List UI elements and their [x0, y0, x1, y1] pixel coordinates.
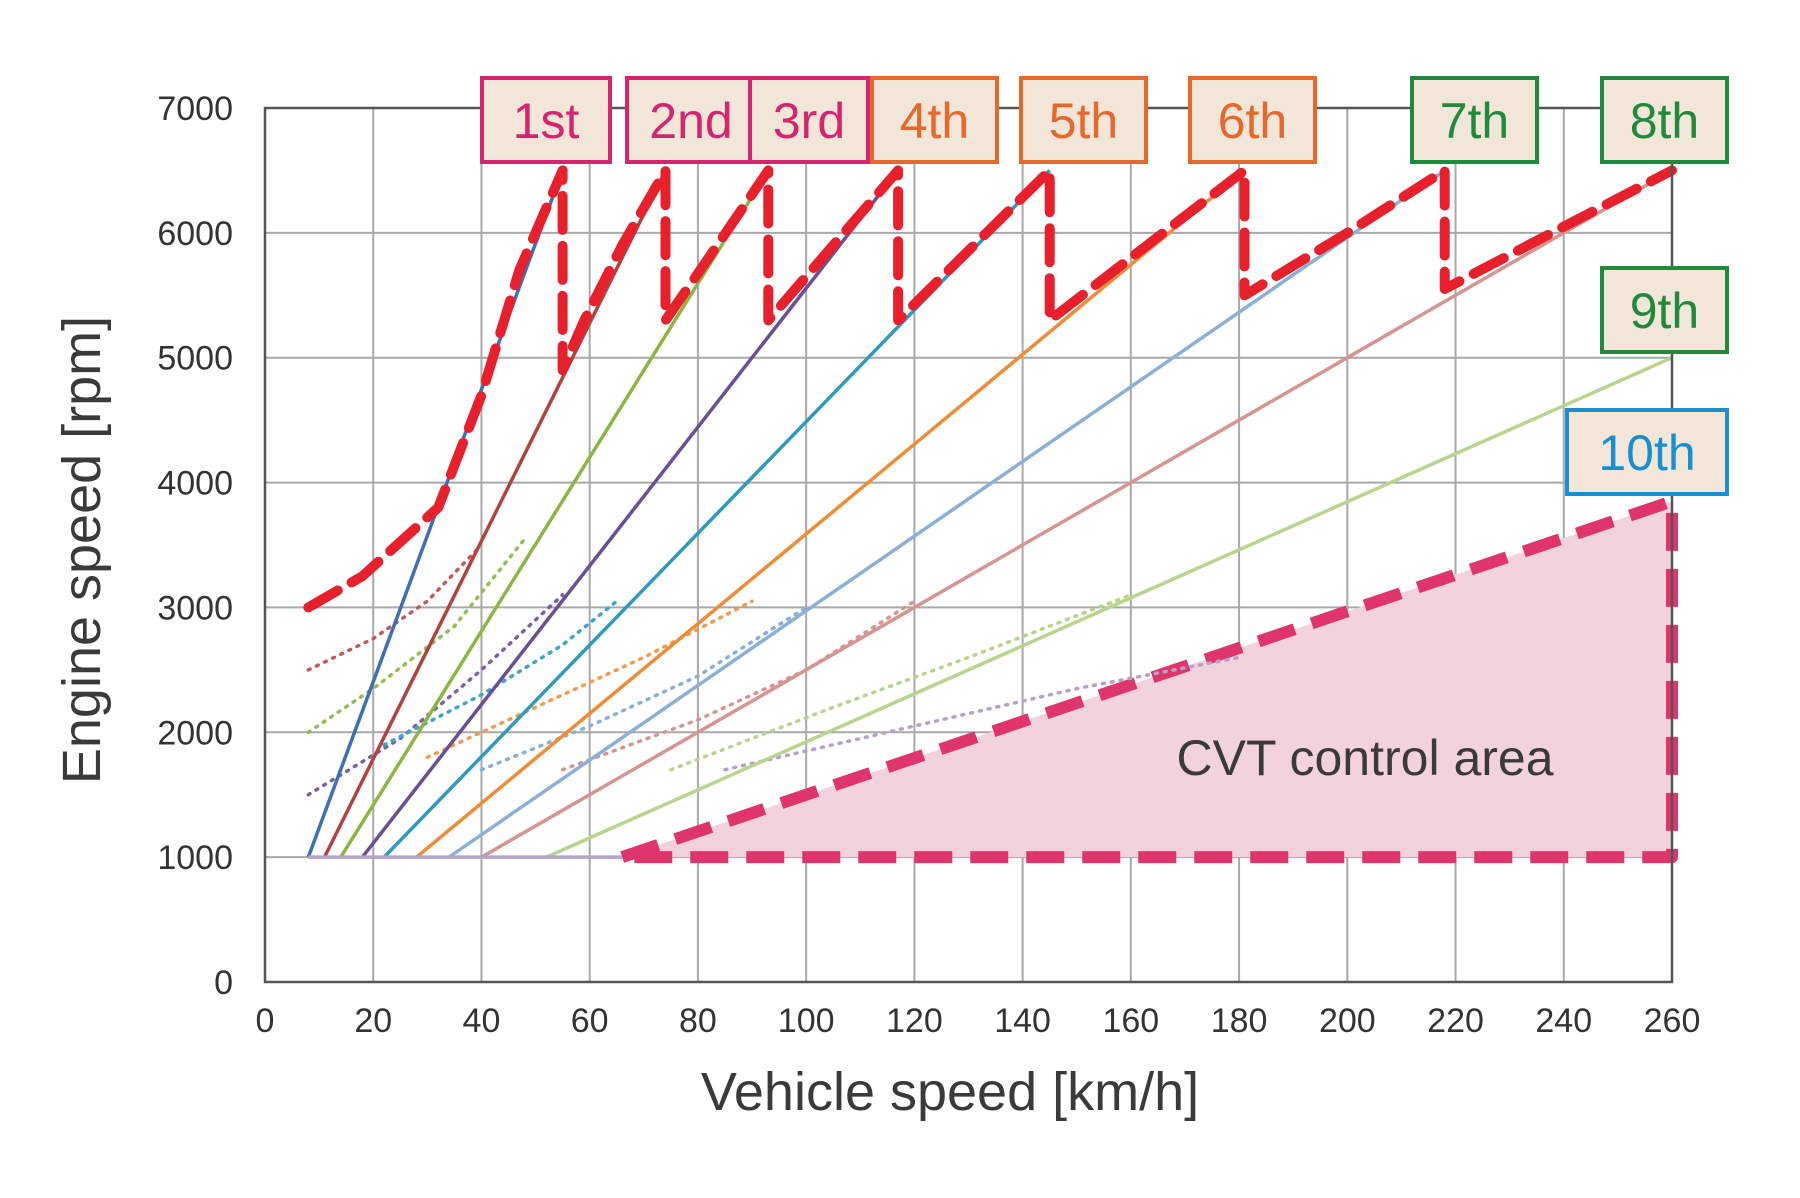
- gear-line-3rd: [339, 169, 770, 859]
- shift-schedule-line: [303, 165, 1677, 613]
- dotted-curve: [669, 593, 1133, 772]
- gear-label-4th: 4th: [870, 76, 999, 164]
- dotted-curve: [306, 537, 527, 735]
- cvt-area-fill: [622, 501, 1673, 858]
- y-tick-label: 3000: [157, 589, 233, 627]
- y-tick-label: 6000: [157, 215, 233, 253]
- dotted-curves: [306, 537, 1241, 797]
- gear-label-2nd: 2nd: [625, 76, 757, 164]
- x-tick-label: 260: [1644, 1002, 1701, 1040]
- gear-label-text: 4th: [900, 93, 970, 149]
- gear-labels: 1st 2nd 3rd 4th 5th 6th 7th 8th 9th 10th: [480, 76, 1729, 496]
- gear-label-box: [480, 76, 612, 164]
- y-tick-label: 1000: [157, 839, 233, 877]
- gear-label-box: [1188, 76, 1317, 164]
- y-tick-label: 4000: [157, 465, 233, 503]
- gear-label-text: 3rd: [773, 93, 845, 149]
- y-tick-label: 5000: [157, 340, 233, 378]
- x-tick-label: 100: [778, 1002, 835, 1040]
- dotted-curve: [425, 599, 754, 760]
- gear-label-box: [870, 76, 999, 164]
- x-tick-label: 20: [354, 1002, 392, 1040]
- gear-label-3rd: 3rd: [748, 76, 870, 164]
- dotted-curve: [306, 543, 484, 672]
- gear-label-7th: 7th: [1410, 76, 1539, 164]
- x-tick-label: 0: [256, 1002, 275, 1040]
- gear-line-4th: [361, 169, 900, 859]
- gear-label-10th: 10th: [1565, 408, 1729, 496]
- dotted-curve: [479, 605, 808, 772]
- gear-label-box: [1410, 76, 1539, 164]
- gear-label-box: [1600, 76, 1729, 164]
- gear-line-7th: [448, 168, 1446, 859]
- x-tick-label: 120: [886, 1002, 943, 1040]
- gear-label-box: [625, 76, 757, 164]
- cvt-area-border: [616, 495, 1678, 864]
- dotted-curve: [306, 593, 565, 797]
- cvt-area-label: CVT control area: [1176, 730, 1553, 786]
- dotted-curve: [560, 599, 917, 772]
- gear-label-box: [748, 76, 870, 164]
- gear-label-text: 6th: [1218, 93, 1288, 149]
- x-axis-title: Vehicle speed [km/h]: [701, 1062, 1199, 1122]
- dotted-curve: [723, 655, 1241, 772]
- gear-label-text: 8th: [1630, 93, 1700, 149]
- x-tick-label: 180: [1211, 1002, 1268, 1040]
- gear-label-box: [1600, 266, 1729, 354]
- gear-label-text: 7th: [1440, 93, 1510, 149]
- x-tick-label: 160: [1102, 1002, 1159, 1040]
- gear-label-box: [1019, 76, 1148, 164]
- y-tick-label: 0: [214, 964, 233, 1002]
- shift-schedule: [303, 165, 1677, 613]
- x-tick-label: 200: [1319, 1002, 1376, 1040]
- gear-label-1st: 1st: [480, 76, 612, 164]
- gear-line-9th: [545, 356, 1673, 859]
- gear-label-5th: 5th: [1019, 76, 1148, 164]
- dotted-curve: [382, 599, 619, 747]
- gear-label-text: 1st: [513, 93, 580, 149]
- y-tick-label: 7000: [157, 90, 233, 128]
- y-tick-labels: 0 1000 2000 3000 4000 5000 6000 7000: [157, 90, 233, 1002]
- x-tick-labels: 0 20 40 60 80 100 120 140 160 180 200 220 240 260: [256, 1002, 1701, 1040]
- gear-label-text: 9th: [1630, 283, 1700, 339]
- y-axis-title: Engine speed [rpm]: [52, 316, 112, 784]
- gear-label-text: 2nd: [649, 93, 732, 149]
- gear-line-8th: [480, 168, 1673, 859]
- gear-label-box: [1565, 408, 1729, 496]
- gear-label-text: 10th: [1598, 425, 1695, 481]
- x-tick-label: 80: [679, 1002, 717, 1040]
- gear-label-8th: 8th: [1600, 76, 1729, 164]
- gear-label-text: 5th: [1049, 93, 1119, 149]
- x-tick-label: 220: [1427, 1002, 1484, 1040]
- gear-line-2nd: [322, 169, 668, 858]
- x-tick-label: 40: [463, 1002, 501, 1040]
- cvt-control-area: [616, 495, 1678, 864]
- gear-label-6th: 6th: [1188, 76, 1317, 164]
- gear-line-6th: [415, 169, 1246, 859]
- x-tick-label: 60: [571, 1002, 609, 1040]
- y-tick-label: 2000: [157, 714, 233, 752]
- gear-label-9th: 9th: [1600, 266, 1729, 354]
- x-tick-label: 240: [1535, 1002, 1592, 1040]
- x-tick-label: 140: [994, 1002, 1051, 1040]
